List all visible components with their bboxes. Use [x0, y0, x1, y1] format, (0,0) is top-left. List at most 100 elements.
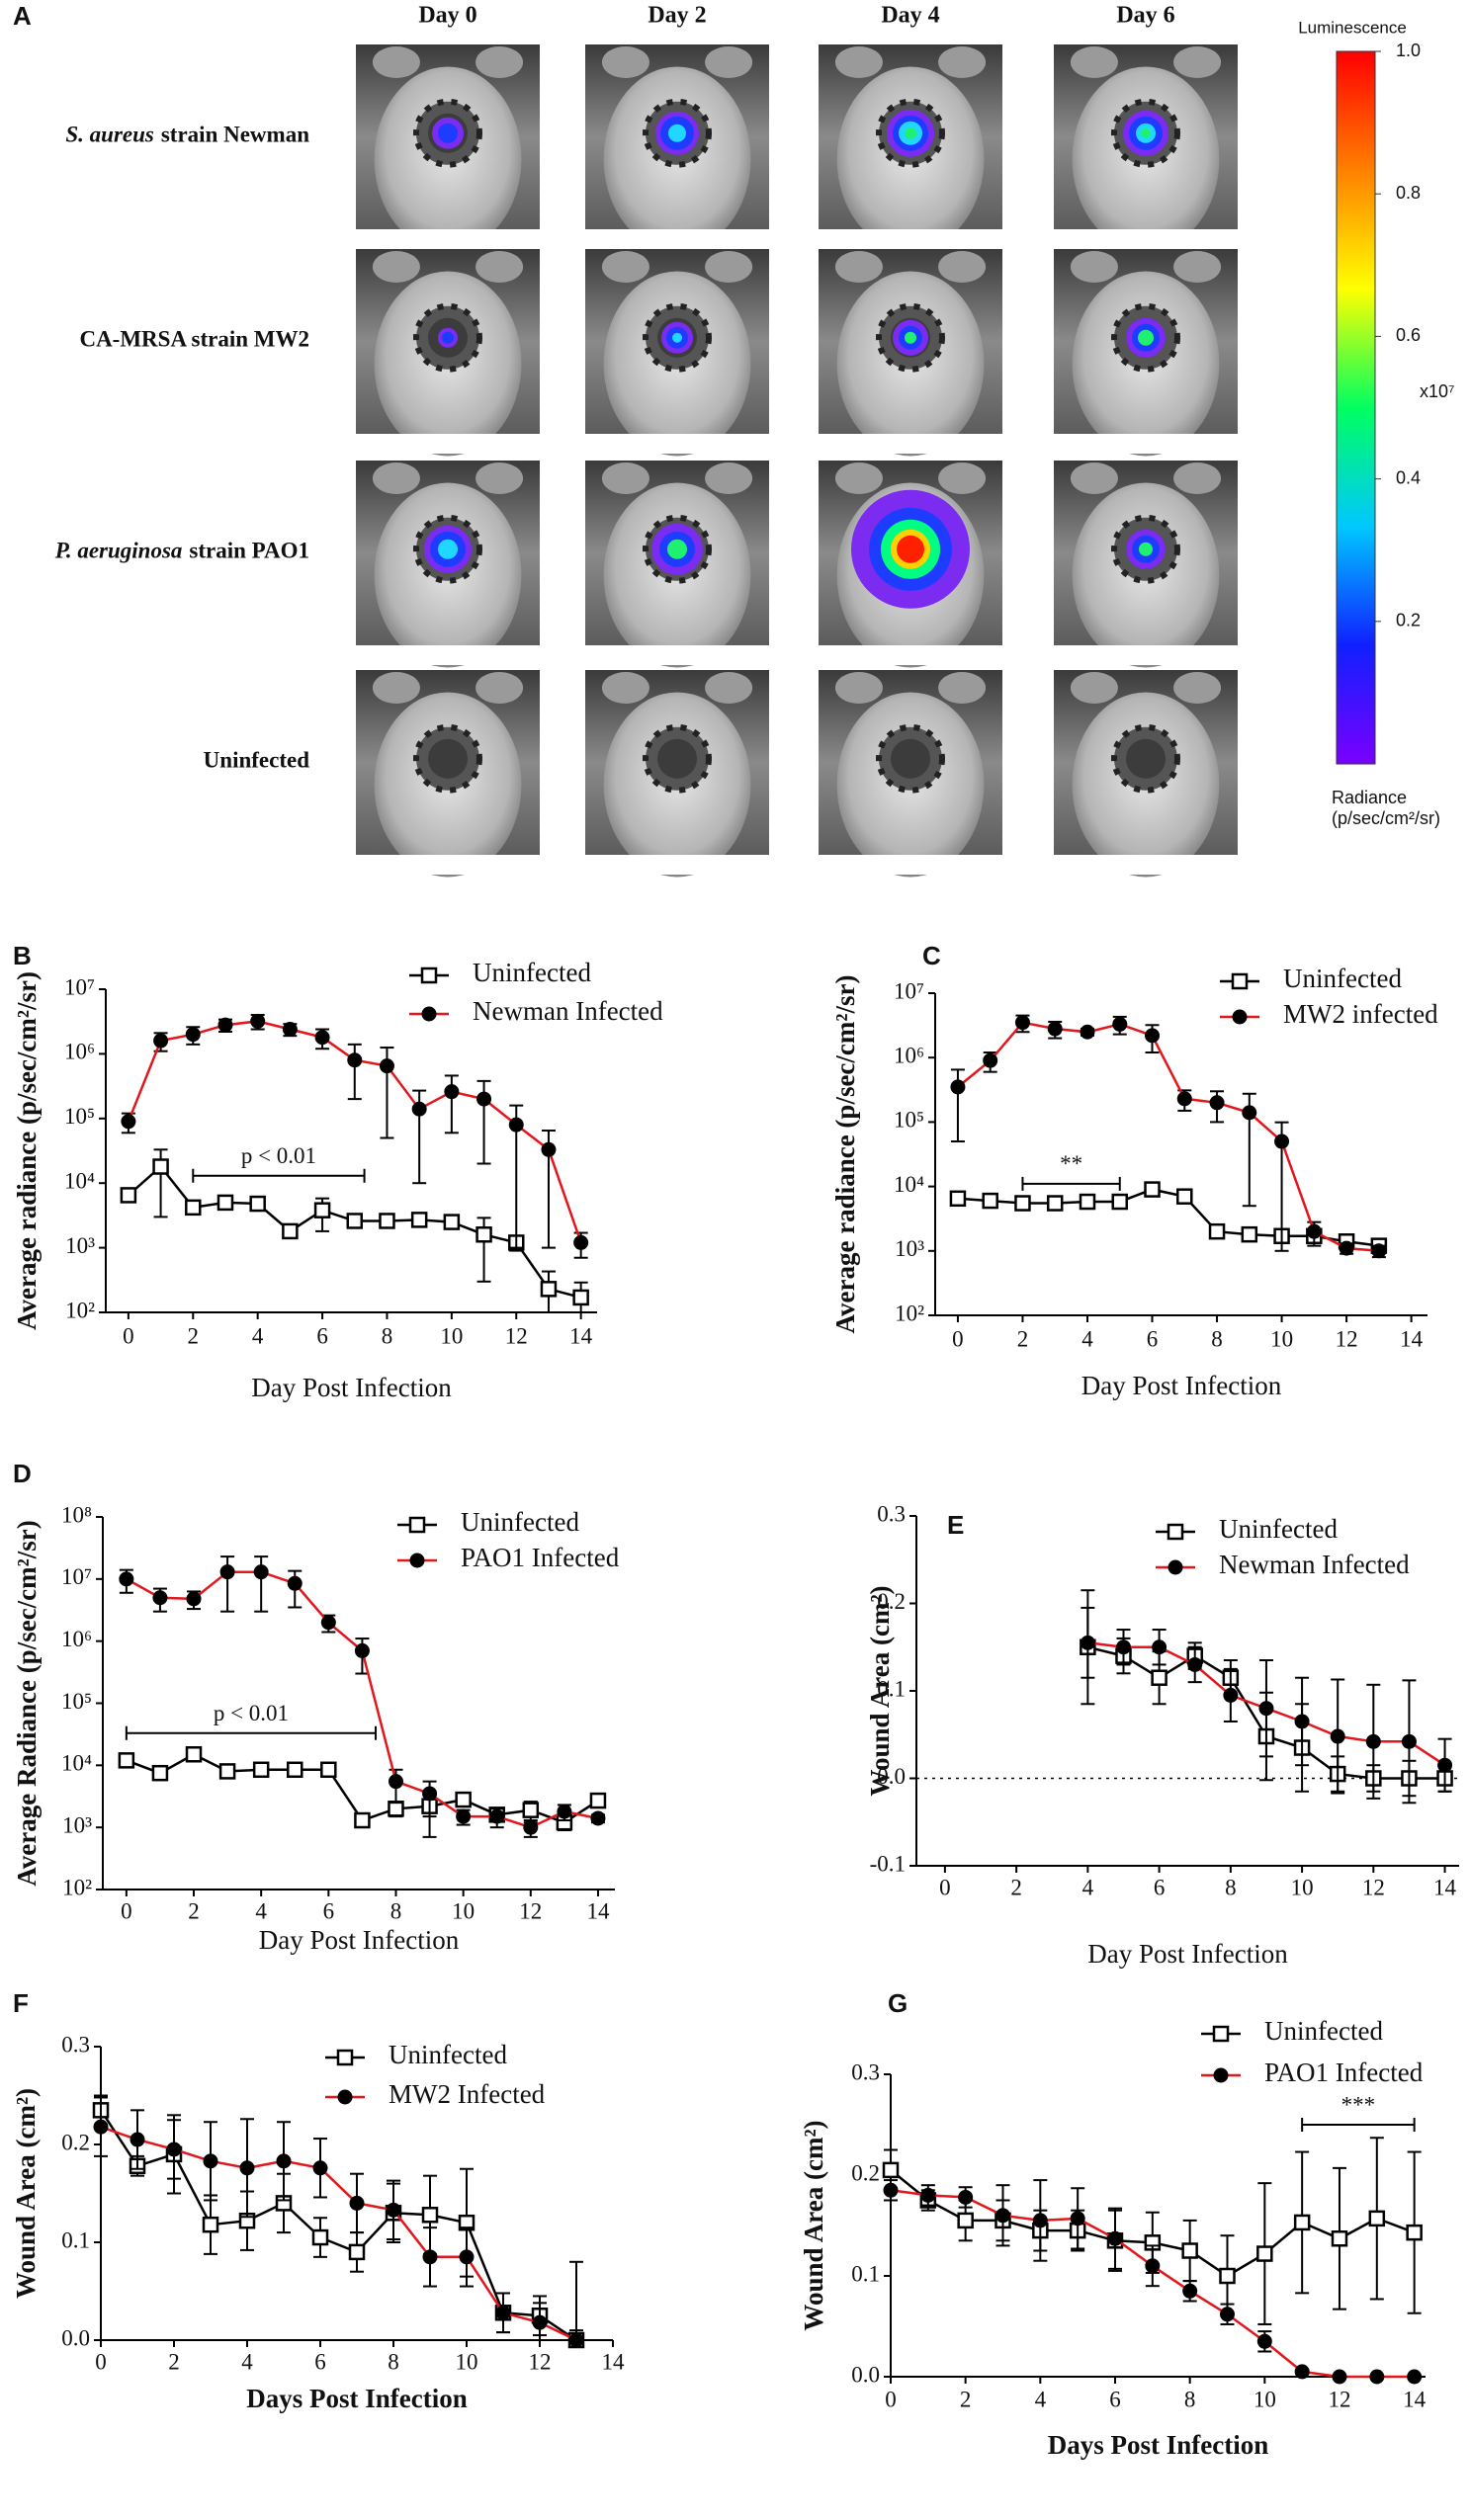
x-tick-label: 6: [316, 1323, 328, 1348]
mouse-ear: [938, 462, 987, 494]
marker: [411, 1101, 427, 1117]
x-tick-label: 10: [1254, 2387, 1276, 2411]
marker: [1145, 1028, 1161, 1044]
mouse-ear: [476, 672, 524, 704]
mouse-ear: [938, 672, 987, 704]
legend-marker: [408, 1516, 426, 1534]
x-tick-label: 14: [586, 1898, 610, 1923]
row-label-italic: P. aeruginosa: [54, 539, 183, 563]
legend-label: Uninfected: [1219, 1514, 1338, 1544]
marker: [130, 2132, 145, 2147]
marker: [983, 1052, 998, 1068]
panel-label: D: [13, 1459, 32, 1488]
y-tick-label: 10²: [65, 1298, 95, 1322]
panel-label: A: [13, 1, 32, 31]
marker: [348, 2243, 366, 2261]
marker: [218, 1763, 236, 1780]
y-tick-label: 10⁵: [894, 1108, 924, 1133]
y-tick-label: 0.2: [877, 1589, 906, 1614]
marker: [1145, 2258, 1161, 2274]
marker: [347, 1052, 363, 1068]
x-tick-label: 10: [1291, 1875, 1314, 1899]
marker: [949, 1190, 967, 1208]
marker: [1032, 2213, 1048, 2228]
marker: [118, 1752, 135, 1769]
marker: [216, 1194, 234, 1212]
marker: [1294, 2364, 1310, 2380]
y-tick-label: 0.0: [877, 1764, 906, 1789]
marker: [287, 1575, 303, 1591]
mouse-ear: [938, 46, 987, 78]
mouse-ear: [705, 46, 753, 78]
legend-label: Newman Infected: [473, 996, 663, 1026]
marker: [312, 2160, 328, 2176]
wound: [891, 738, 930, 779]
mouse-ear: [938, 251, 987, 283]
x-tick-label: 4: [1035, 2387, 1047, 2411]
x-tick-label: 8: [390, 1898, 402, 1923]
legend-marker: [1213, 2067, 1229, 2083]
marker: [476, 1226, 492, 1243]
y-tick-label: 0.1: [61, 2227, 90, 2252]
x-tick-label: 12: [1328, 2387, 1350, 2411]
marker: [522, 1802, 540, 1818]
luminescence: [438, 539, 458, 559]
y-axis-label: Wound Area (cm²): [11, 2088, 41, 2299]
marker: [1152, 1639, 1167, 1655]
x-tick-label: 2: [1010, 1875, 1022, 1899]
y-tick-label: 10⁶: [894, 1043, 924, 1067]
column-header: Day 2: [648, 3, 706, 29]
luminescence: [1139, 542, 1153, 556]
marker: [185, 1746, 203, 1763]
row-label: S. aureus strain Newman: [65, 123, 309, 147]
mouse-ear: [476, 46, 524, 78]
x-tick-label: 6: [314, 2349, 326, 2374]
row-label-italic: S. aureus: [65, 123, 154, 147]
x-tick-label: 4: [255, 1898, 267, 1923]
marker: [253, 1564, 269, 1580]
x-tick-label: 12: [529, 2349, 552, 2374]
marker: [410, 1212, 428, 1228]
y-tick-label: 0.3: [61, 2032, 90, 2057]
marker: [1176, 1091, 1192, 1107]
luminescence: [667, 539, 687, 559]
y-tick-label: 10⁸: [61, 1502, 92, 1527]
marker: [311, 2228, 329, 2246]
luminescence: [442, 331, 454, 344]
y-tick-label: 10³: [65, 1233, 95, 1258]
marker: [320, 1761, 337, 1779]
y-tick-label: 10⁵: [61, 1689, 92, 1714]
series-line: [99, 2109, 577, 2342]
legend-marker: [336, 2049, 354, 2066]
x-tick-label: 12: [1362, 1875, 1385, 1899]
mouse-ear: [476, 462, 524, 494]
mouse-ear: [705, 251, 753, 283]
y-tick-label: -0.1: [870, 1851, 906, 1876]
marker: [346, 1213, 364, 1229]
marker: [388, 1801, 404, 1817]
x-tick-label: 6: [1154, 1875, 1166, 1899]
marker: [1274, 1134, 1290, 1149]
marker: [119, 1571, 134, 1587]
marker: [1256, 2245, 1273, 2262]
marker: [444, 1084, 460, 1100]
legend-label: PAO1 Infected: [461, 1543, 620, 1572]
x-axis-label: Day Post Infection: [1081, 1371, 1282, 1400]
marker: [523, 1819, 539, 1835]
marker: [1332, 2369, 1347, 2385]
x-axis-label: Day Post Infection: [259, 1925, 460, 1955]
image-gap: [336, 434, 1255, 454]
marker: [882, 2161, 900, 2179]
marker: [282, 1022, 298, 1038]
column-header: Day 6: [1116, 3, 1174, 29]
x-tick-label: 4: [241, 2349, 253, 2374]
legend-marker: [1232, 1009, 1248, 1025]
y-axis-label: Wound Area (cm²): [865, 1585, 895, 1796]
legend-label: Uninfected: [1283, 964, 1402, 993]
marker: [590, 1810, 606, 1826]
x-tick-label: 8: [1225, 1875, 1237, 1899]
marker: [957, 2212, 974, 2229]
marker: [573, 1234, 589, 1250]
y-tick-label: 0.1: [877, 1676, 906, 1701]
marker: [282, 1222, 299, 1240]
